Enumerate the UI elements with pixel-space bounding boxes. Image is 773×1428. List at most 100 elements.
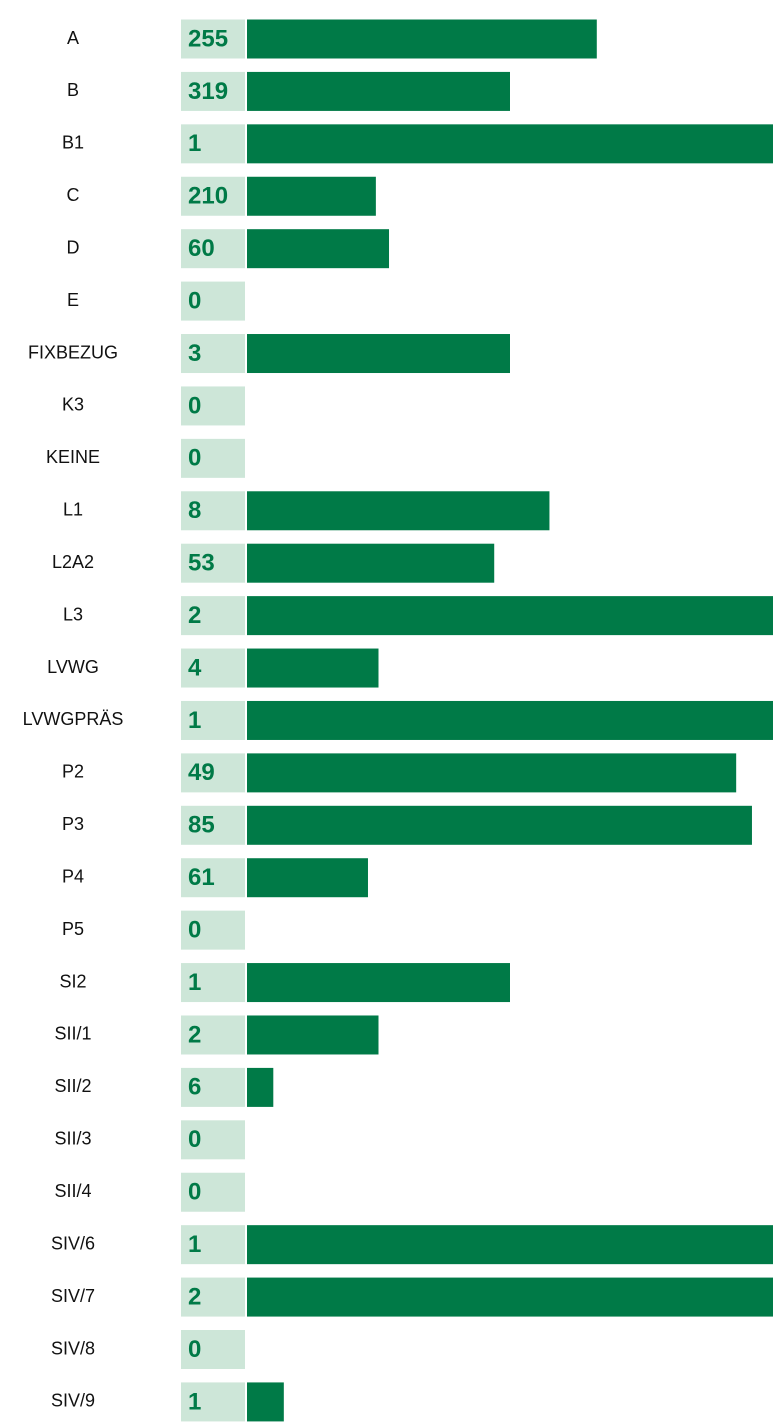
count-label: 1 xyxy=(188,130,201,157)
category-label: SII/3 xyxy=(54,1129,91,1149)
category-label: L1 xyxy=(63,500,83,520)
bar xyxy=(247,229,390,269)
bar xyxy=(247,596,773,636)
count-box xyxy=(181,1067,245,1107)
category-label: D xyxy=(67,237,80,257)
count-box xyxy=(181,386,245,426)
bar xyxy=(247,491,550,531)
bar xyxy=(247,1225,773,1265)
bar xyxy=(247,963,510,1003)
category-label: B xyxy=(67,80,79,100)
category-label: SII/2 xyxy=(54,1076,91,1096)
category-label: E xyxy=(67,290,79,310)
count-box xyxy=(181,334,245,374)
count-box xyxy=(181,19,245,59)
count-label: 1 xyxy=(188,969,201,996)
count-box xyxy=(181,491,245,531)
count-box xyxy=(181,1382,245,1422)
bar xyxy=(247,805,752,845)
category-label: FIXBEZUG xyxy=(28,342,118,362)
count-label: 319 xyxy=(188,78,228,105)
category-label: B1 xyxy=(62,133,84,153)
count-label: 4 xyxy=(188,654,202,681)
count-label: 49 xyxy=(188,759,215,786)
count-box xyxy=(181,648,245,688)
count-box xyxy=(181,1225,245,1265)
count-label: 61 xyxy=(188,864,215,891)
count-label: 210 xyxy=(188,183,228,210)
count-box xyxy=(181,281,245,321)
category-label: P4 xyxy=(62,866,84,886)
bar xyxy=(247,124,773,164)
category-label: K3 xyxy=(62,395,84,415)
category-label: A xyxy=(67,28,79,48)
count-label: 85 xyxy=(188,812,215,839)
count-label: 0 xyxy=(188,1126,201,1153)
count-label: 0 xyxy=(188,916,201,943)
count-label: 0 xyxy=(188,287,201,314)
count-label: 3 xyxy=(188,340,201,367)
count-label: 2 xyxy=(188,602,201,629)
count-box xyxy=(181,543,245,583)
count-box xyxy=(181,71,245,111)
category-label: SIV/6 xyxy=(51,1233,95,1253)
count-box xyxy=(181,1120,245,1160)
count-box xyxy=(181,910,245,950)
count-label: 1 xyxy=(188,707,201,734)
count-label: 6 xyxy=(188,1074,201,1101)
bar xyxy=(247,753,737,793)
bar xyxy=(247,1015,379,1055)
count-label: 255 xyxy=(188,25,228,52)
category-label: LVWG xyxy=(47,657,99,677)
count-box xyxy=(181,124,245,164)
bar xyxy=(247,334,510,374)
bar xyxy=(247,176,376,216)
category-label: SII/4 xyxy=(54,1181,91,1201)
count-label: 0 xyxy=(188,445,201,472)
category-label: P2 xyxy=(62,762,84,782)
bar xyxy=(247,1277,773,1317)
category-label: P3 xyxy=(62,814,84,834)
count-label: 1 xyxy=(188,1231,201,1258)
category-label: SII/1 xyxy=(54,1024,91,1044)
category-label: SIV/8 xyxy=(51,1338,95,1358)
count-label: 0 xyxy=(188,1336,201,1363)
count-label: 0 xyxy=(188,1179,201,1206)
count-box xyxy=(181,858,245,898)
category-label: SIV/9 xyxy=(51,1391,95,1411)
count-box xyxy=(181,805,245,845)
count-box xyxy=(181,753,245,793)
count-label: 1 xyxy=(188,1388,201,1415)
count-box xyxy=(181,1277,245,1317)
count-label: 2 xyxy=(188,1021,201,1048)
count-box xyxy=(181,229,245,269)
count-box xyxy=(181,596,245,636)
bar xyxy=(247,71,510,111)
category-label: SI2 xyxy=(59,971,86,991)
bar xyxy=(247,1067,274,1107)
count-box xyxy=(181,1330,245,1369)
count-box xyxy=(181,438,245,478)
count-box xyxy=(181,963,245,1003)
bar xyxy=(247,858,368,898)
category-label: LVWGPRÄS xyxy=(23,709,124,729)
count-label: 60 xyxy=(188,235,215,262)
bar xyxy=(247,19,597,59)
count-label: 0 xyxy=(188,392,201,419)
count-box xyxy=(181,176,245,216)
category-label: L2A2 xyxy=(52,552,94,572)
bar xyxy=(247,1382,284,1422)
count-box xyxy=(181,700,245,740)
count-label: 8 xyxy=(188,497,201,524)
bar xyxy=(247,700,773,740)
count-label: 2 xyxy=(188,1283,201,1310)
category-label: C xyxy=(67,185,80,205)
category-label: KEINE xyxy=(46,447,100,467)
bar xyxy=(247,543,495,583)
count-box xyxy=(181,1172,245,1212)
category-label: P5 xyxy=(62,919,84,939)
bar xyxy=(247,648,379,688)
count-label: 53 xyxy=(188,550,215,577)
